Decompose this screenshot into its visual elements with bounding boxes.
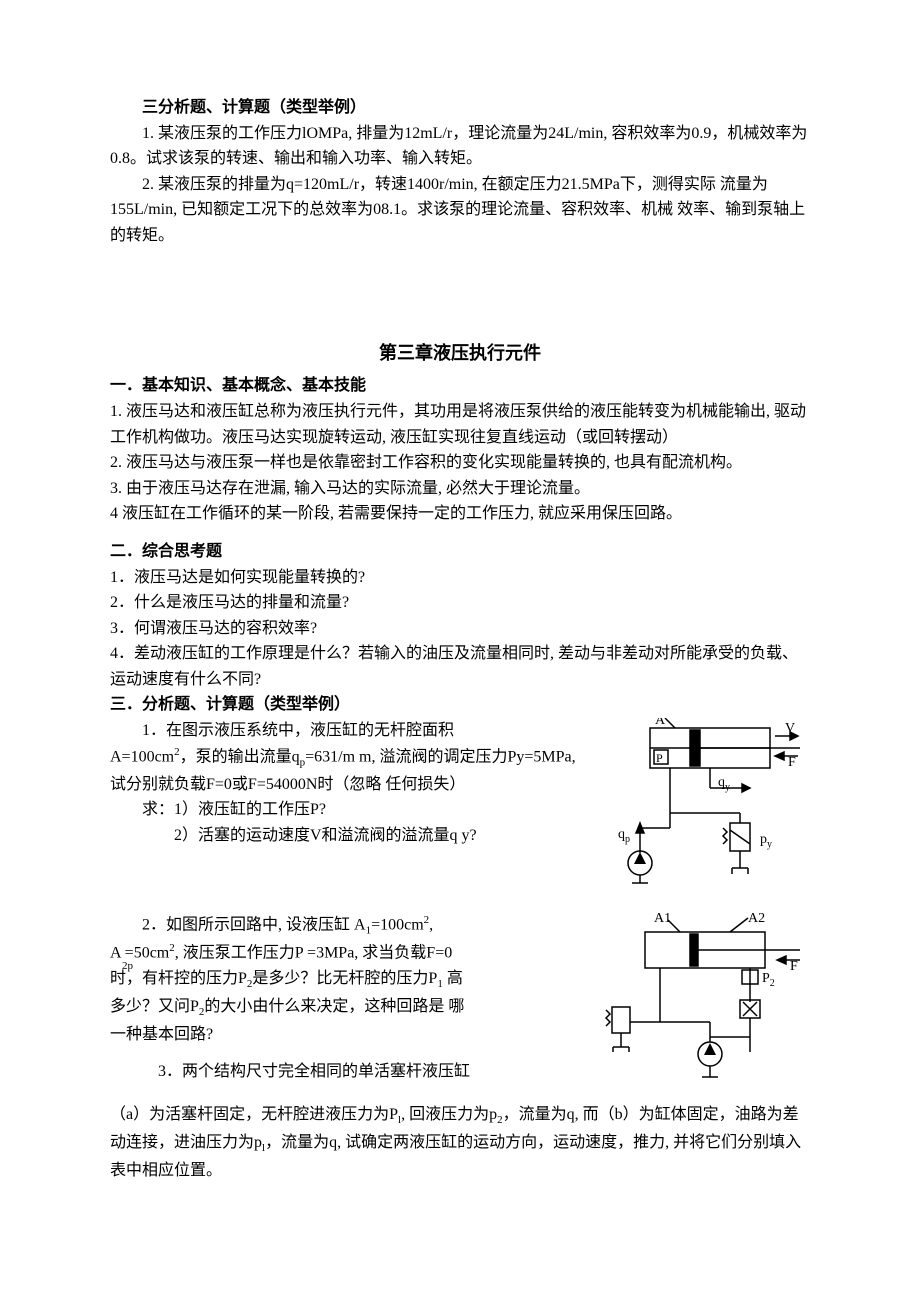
fig1-label-qy: qy xyxy=(718,775,730,793)
basics-3: 3. 由于液压马达存在泄漏, 输入马达的实际流量, 必然大于理论流量。 xyxy=(110,476,810,502)
fig1-label-F: F xyxy=(788,755,796,770)
fig2-label-P2: P2 xyxy=(762,971,775,989)
fig1-label-qp: qp xyxy=(618,827,630,845)
calc-1c: 求：1）液压缸的工作压P? xyxy=(110,797,580,823)
section-a-q1: 1. 某液压泵的工作压力lOMPa, 排量为12mL/r，理论流量为24L/mi… xyxy=(110,121,810,172)
section-a-heading: 三分析题、计算题（类型举例） xyxy=(110,95,810,121)
calc-2d: 多少？又问P2的大小由什么来决定，这种回路是 哪 xyxy=(110,994,580,1022)
calc-heading: 三．分析题、计算题（类型举例） xyxy=(110,692,810,718)
calc-1a: 1．在图示液压系统中，液压缸的无杆腔面积 xyxy=(110,718,580,744)
basics-heading: 一．基本知识、基本概念、基本技能 xyxy=(110,373,810,399)
calc-3a: 3．两个结构尺寸完全相同的单活塞杆液压缸 xyxy=(110,1059,580,1085)
chapter-title: 第三章液压执行元件 xyxy=(110,339,810,368)
problem-1-row: 1．在图示液压系统中，液压缸的无杆腔面积 A=100cm2，泵的输出流量qp=6… xyxy=(110,718,810,888)
think-1: 1．液压马达是如何实现能量转换的? xyxy=(110,565,810,591)
calc-2b-sub: 2p xyxy=(122,958,133,976)
fig1-label-py: py xyxy=(760,832,772,850)
think-2: 2．什么是液压马达的排量和流量? xyxy=(110,590,810,616)
calc-2a: 2．如图所示回路中, 设液压缸 A1=100cm2, xyxy=(110,912,580,940)
figure-2: A1 A2 F P2 xyxy=(590,912,810,1102)
fig1-label-V: V xyxy=(785,721,795,736)
think-heading: 二．综合思考题 xyxy=(110,539,810,565)
calc-3b: （a）为活塞杆固定，无杆腔进液压力为Pl, 回液压力为p2，流量为q, 而（b）… xyxy=(110,1102,810,1183)
section-a-q2: 2. 某液压泵的排量为q=120mL/r，转速1400r/min, 在额定压力2… xyxy=(110,172,810,249)
calc-1d: 2）活塞的运动速度V和溢流阀的溢流量q y? xyxy=(110,823,580,849)
calc-2c: 时，有杆控的压力P2是多少？比无杆腔的压力P1 高 xyxy=(110,966,580,994)
think-3: 3．何谓液压马达的容积效率? xyxy=(110,616,810,642)
fig1-label-P: P xyxy=(656,751,663,765)
calc-1b: A=100cm2，泵的输出流量qp=631/m m, 溢流阀的调定压力Py=5M… xyxy=(110,744,580,798)
think-4: 4．差动液压缸的工作原理是什么？若输入的油压及流量相同时, 差动与非差动对所能承… xyxy=(110,641,810,692)
problem-2-row: 2．如图所示回路中, 设液压缸 A1=100cm2, A =50cm2, 液压泵… xyxy=(110,912,810,1102)
fig1-label-A: A xyxy=(655,718,666,728)
basics-1: 1. 液压马达和液压缸总称为液压执行元件，其功用是将液压泵供给的液压能转变为机械… xyxy=(110,399,810,450)
fig2-label-A1: A1 xyxy=(654,912,671,926)
calc-2b: A =50cm2, 液压泵工作压力P =3MPa, 求当负载F=0 xyxy=(110,940,580,966)
figure-1: A V F P qy qp py xyxy=(590,718,810,888)
fig2-label-F: F xyxy=(790,959,798,974)
basics-2: 2. 液压马达与液压泵一样也是依靠密封工作容积的变化实现能量转换的, 也具有配流… xyxy=(110,450,810,476)
basics-4: 4 液压缸在工作循环的某一阶段, 若需要保持一定的工作压力, 就应采用保压回路。 xyxy=(110,501,810,527)
fig2-label-A2: A2 xyxy=(748,912,765,926)
calc-2e: 一种基本回路? xyxy=(110,1022,580,1048)
